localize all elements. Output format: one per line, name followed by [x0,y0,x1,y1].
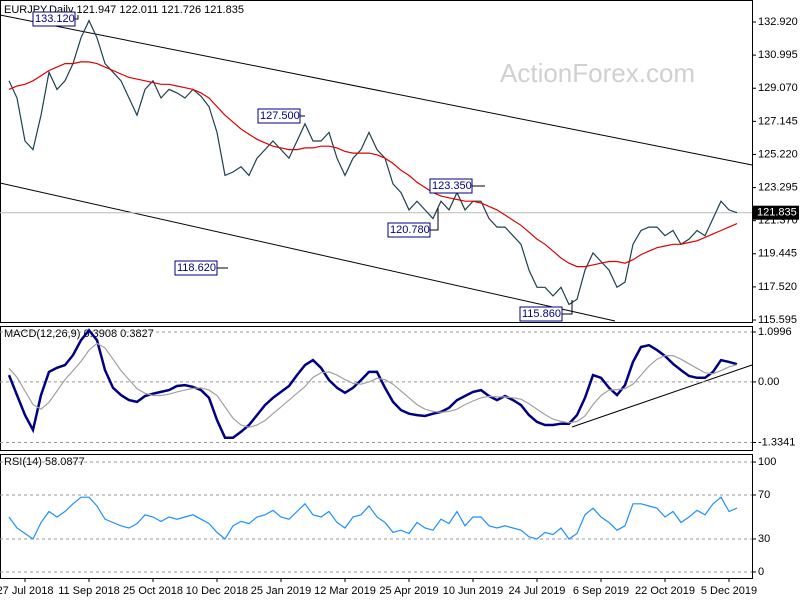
annotation-label: 123.350 [432,180,472,192]
annotation-box [174,260,218,276]
series-line [8,342,738,428]
y-tick-label: 30 [758,533,770,545]
annotation-label: 118.620 [177,262,216,274]
y-tick-label: 119.445 [758,248,797,260]
x-tick-label: 6 Sep 2019 [573,585,629,597]
y-tick-label: 115.595 [758,314,797,326]
last-price-box [753,205,799,220]
x-tick-label: 25 Jan 2019 [251,585,312,597]
channel-lower [0,182,616,322]
y-tick-label: 125.220 [758,148,798,160]
y-tick-label: 100 [758,456,776,468]
y-tick-label: 1.0996 [758,326,792,338]
x-tick-label: 11 Sep 2018 [58,585,120,597]
annotation-leader [430,208,439,231]
y-tick-label: -1.3341 [758,436,795,448]
y-tick-label: 117.520 [758,281,797,293]
x-tick-label: 5 Dec 2019 [701,585,757,597]
annotation-label: 133.120 [35,13,75,25]
series-line [8,61,738,268]
macd-panel [0,326,753,451]
last-price-label: 121.835 [757,207,797,219]
series-line [8,496,738,540]
rsi-panel [0,454,753,579]
annotation-label: 115.860 [522,308,561,320]
annotation-leader [562,300,573,315]
annotation-box [32,11,76,27]
y-tick-label: 0 [758,566,764,578]
annotation-box [429,178,473,194]
channel-upper [0,14,753,166]
watermark: ActionForex.com [500,58,695,88]
annotation-label: 127.500 [260,110,300,122]
macd-title: MACD(12,26,9) 0.3908 0.3827 [4,328,154,340]
price-panel [0,0,753,323]
x-tick-label: 24 Jul 2019 [509,585,566,597]
x-tick-label: 10 Dec 2018 [186,585,248,597]
x-tick-label: 25 Oct 2018 [123,585,183,597]
x-tick-label: 22 Oct 2019 [635,585,695,597]
y-tick-label: 0.00 [758,376,779,388]
annotation-box [387,222,431,238]
x-tick-label: 25 Apr 2019 [379,585,438,597]
annotation-label: 120.780 [390,224,430,236]
x-tick-label: 27 Jul 2018 [0,585,53,597]
x-tick-label: 10 Jun 2019 [443,585,504,597]
series-line [8,19,738,306]
annotation-box [519,306,563,322]
y-tick-label: 129.070 [758,82,798,94]
annotation-leader [75,15,79,20]
y-tick-label: 70 [758,489,770,501]
y-tick-label: 130.995 [758,49,798,61]
series-line [7,328,738,439]
y-tick-label: 123.295 [758,181,798,193]
x-tick-label: 12 Mar 2019 [314,585,376,597]
macd-trendline [571,364,753,428]
y-tick-label: 132.920 [758,16,798,28]
annotation-box [257,108,301,124]
y-tick-label: 127.145 [758,115,798,127]
